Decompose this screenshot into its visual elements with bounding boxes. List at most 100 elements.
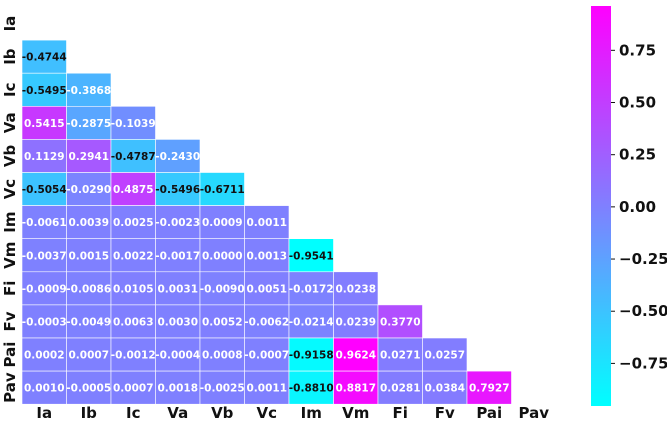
cell-value-Fv-Ic: 0.0063 <box>113 316 154 328</box>
cell-value-Fi-Vb: -0.0090 <box>200 283 245 295</box>
cell-value-Vb-Ic: -0.4787 <box>111 151 156 163</box>
cell-value-Fi-Vc: 0.0051 <box>246 283 287 295</box>
cell-Pai-Vb <box>199 337 245 372</box>
cell-Pai-Ia <box>21 337 67 372</box>
colorbar-gradient <box>591 6 611 406</box>
cell-Pav-Vb <box>199 370 245 405</box>
cell-value-Pav-Vb: -0.0025 <box>200 383 245 395</box>
cell-Fv-Fi <box>377 304 423 339</box>
cell-value-Pai-Vm: 0.9624 <box>335 350 376 362</box>
cell-Vb-Va <box>155 139 201 173</box>
y-tick-Fv: Fv <box>1 311 19 331</box>
cell-value-Pai-Ib: 0.0007 <box>68 350 109 362</box>
cell-value-Vc-Ib: -0.0290 <box>66 184 111 196</box>
cell-Vc-Ib <box>66 172 112 206</box>
x-tick-Fv: Fv <box>435 404 455 422</box>
cell-value-Im-Vc: 0.0011 <box>246 217 287 229</box>
cell-value-Fv-Va: 0.0030 <box>157 316 198 328</box>
cell-value-Ib-Ia: -0.4744 <box>22 52 67 64</box>
cell-value-Pai-Im: -0.9158 <box>289 350 334 362</box>
cell-Im-Ic <box>110 205 156 240</box>
cell-value-Pav-Ic: 0.0007 <box>113 383 154 395</box>
colorbar-tick-label: 0.25 <box>619 146 656 164</box>
x-tick-Vc: Vc <box>256 404 277 422</box>
cell-Pav-Fi <box>377 370 423 405</box>
cell-Fv-Ia <box>21 304 67 339</box>
cell-value-Im-Va: -0.0023 <box>155 217 200 229</box>
cell-value-Va-Ia: 0.5415 <box>24 118 65 130</box>
cell-value-Pai-Vc: -0.0007 <box>244 350 289 362</box>
cell-Pai-Va <box>155 337 201 372</box>
cell-Vb-Ib <box>66 139 112 173</box>
cell-Im-Vc <box>244 205 290 240</box>
cell-Va-Ia <box>21 106 67 140</box>
cell-value-Im-Vb: 0.0009 <box>202 217 243 229</box>
x-tick-Im: Im <box>301 404 322 422</box>
cell-value-Va-Ib: -0.2875 <box>66 118 111 130</box>
cell-Im-Ib <box>66 205 112 240</box>
cell-Pai-Fv <box>422 337 468 372</box>
cell-value-Vb-Ib: 0.2941 <box>68 151 109 163</box>
cell-value-Va-Ic: -0.1039 <box>111 118 156 130</box>
cell-value-Fv-Vb: 0.0052 <box>202 316 243 328</box>
x-tick-Ia: Ia <box>36 404 52 422</box>
cell-value-Vm-Im: -0.9541 <box>289 250 334 262</box>
cell-value-Pai-Fv: 0.0257 <box>424 350 465 362</box>
cell-Fv-Im <box>288 304 334 339</box>
cell-Pav-Vc <box>244 370 290 405</box>
x-tick-Fi: Fi <box>393 404 408 422</box>
x-tick-labels: Ia Ib Ic Va Vb Vc Im Vm Fi Fv Pai Pav <box>36 404 549 422</box>
cell-value-Fv-Fi: 0.3770 <box>380 316 421 328</box>
cell-Vm-Ia <box>21 238 67 273</box>
cell-Vm-Ib <box>66 238 112 273</box>
cell-value-Fv-Vm: 0.0239 <box>335 316 376 328</box>
cell-Fv-Vc <box>244 304 290 339</box>
cell-value-Pav-Fi: 0.0281 <box>380 383 421 395</box>
cell-value-Fv-Im: -0.0214 <box>289 316 334 328</box>
cell-value-Fv-Vc: -0.0062 <box>244 316 289 328</box>
cell-Vm-Vc <box>244 238 290 273</box>
x-tick-Vm: Vm <box>342 404 369 422</box>
cell-value-Pav-Vc: 0.0011 <box>246 383 287 395</box>
cell-value-Vm-Ic: 0.0022 <box>113 250 154 262</box>
cell-value-Vm-Vc: 0.0013 <box>246 250 287 262</box>
colorbar-tick-label: −0.25 <box>619 250 667 268</box>
x-tick-Pav: Pav <box>519 404 550 422</box>
y-tick-Vc: Vc <box>1 179 19 200</box>
y-tick-Ia: Ia <box>1 16 19 32</box>
cell-Pav-Pai <box>466 370 512 405</box>
cell-value-Pai-Ic: -0.0012 <box>111 350 156 362</box>
cell-Vm-Im <box>288 238 334 273</box>
cell-value-Fi-Va: 0.0031 <box>157 283 198 295</box>
cell-value-Fi-Ib: -0.0086 <box>66 283 111 295</box>
cell-value-Vc-Vb: -0.6711 <box>200 184 245 196</box>
cell-value-Pai-Ia: 0.0002 <box>24 350 65 362</box>
cell-value-Im-Ib: 0.0039 <box>68 217 109 229</box>
cell-Pav-Va <box>155 370 201 405</box>
x-tick-Va: Va <box>167 404 188 422</box>
cell-value-Im-Ic: 0.0025 <box>113 217 154 229</box>
cell-Pai-Ic <box>110 337 156 372</box>
cell-Ic-Ia <box>21 72 67 107</box>
cell-value-Fi-Im: -0.0172 <box>289 283 334 295</box>
cell-Ic-Ib <box>66 72 112 107</box>
colorbar-tick-label: 0.00 <box>619 198 656 216</box>
y-tick-Ic: Ic <box>1 83 19 97</box>
cell-value-Pai-Vb: 0.0008 <box>202 350 243 362</box>
cell-Im-Va <box>155 205 201 240</box>
cell-value-Pav-Im: -0.8810 <box>289 383 334 395</box>
cell-value-Pai-Fi: 0.0271 <box>380 350 421 362</box>
y-tick-Fi: Fi <box>1 281 19 296</box>
y-tick-Vb: Vb <box>1 145 19 168</box>
x-tick-Vb: Vb <box>211 404 234 422</box>
y-tick-Va: Va <box>1 112 19 133</box>
y-tick-Im: Im <box>1 212 19 233</box>
x-tick-Pai: Pai <box>476 404 502 422</box>
cell-Fi-Vm <box>333 271 379 306</box>
cell-Pai-Vc <box>244 337 290 372</box>
cell-Va-Ic <box>110 106 156 140</box>
x-tick-Ic: Ic <box>126 404 140 422</box>
heatmap-cells: -0.4744 -0.5495 -0.3868 0.5415 -0.2875 -0.103… <box>21 39 512 405</box>
colorbar-tick-label: 0.75 <box>619 41 656 59</box>
